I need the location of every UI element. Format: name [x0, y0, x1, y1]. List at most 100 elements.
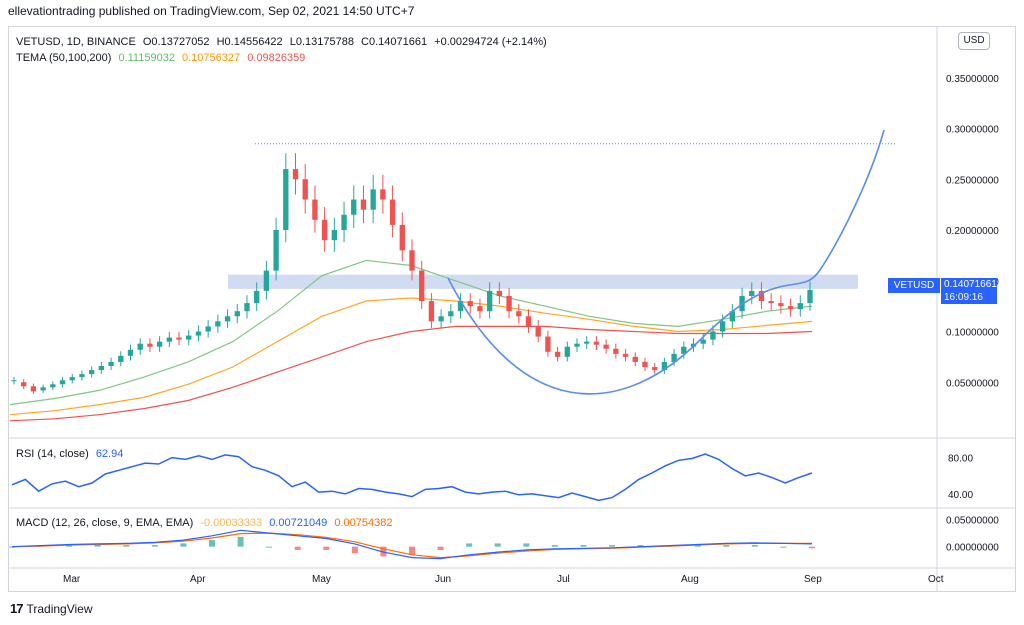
rsi-tick-label: 80.00 [948, 454, 973, 465]
macd-histogram-bar [466, 543, 473, 547]
rsi-label[interactable]: RSI (14, close) [16, 448, 89, 460]
candle-body [671, 353, 677, 362]
macd-line [11, 529, 813, 560]
macd-histogram-bar [694, 545, 701, 547]
legend-change: +0.00294724 (+2.14%) [434, 36, 547, 48]
candle-body [613, 348, 619, 354]
candle-body [205, 326, 211, 332]
candle-body [380, 189, 386, 200]
candle-body [389, 199, 396, 225]
candle-body [700, 339, 706, 344]
macd-signal-value: 0.00754382 [334, 517, 393, 529]
candle-body [787, 306, 794, 310]
macd-histogram-bar [180, 543, 187, 547]
candle-body [516, 311, 522, 317]
legend-macd: MACD (12, 26, close, 9, EMA, EMA) -0.000… [16, 517, 397, 529]
macd-histogram-bar [237, 536, 244, 547]
candle-body [710, 331, 716, 340]
candle-body [448, 311, 454, 317]
tema-long-value: 0.09826359 [247, 52, 306, 64]
resistance-zone [228, 274, 858, 289]
legend-main: VETUSD, 1D, BINANCE O0.13727052 H0.14556… [16, 36, 551, 48]
candle-body [409, 250, 415, 271]
macd-histogram-bar [294, 546, 301, 550]
bar-countdown: 16:09:16 [944, 292, 983, 303]
macd-tick-label: 0.05000000 [946, 515, 999, 526]
candle-body [98, 366, 105, 371]
candle-body [273, 230, 279, 271]
price-tick-label: 0.35000000 [946, 74, 999, 85]
candle-body [166, 337, 172, 342]
candle-body [457, 301, 464, 312]
time-tick-label: May [312, 574, 331, 585]
legend-rsi: RSI (14, close) 62.94 [16, 448, 127, 460]
candle-body [797, 303, 803, 310]
macd-histogram-bar [123, 545, 130, 547]
candle-body [758, 290, 765, 302]
candle-body [234, 311, 240, 317]
candle-body [603, 344, 609, 349]
time-tick-label: Oct [928, 574, 944, 585]
macd-histogram-bar [523, 543, 530, 547]
time-tick-label: Aug [681, 574, 699, 585]
candle-body [224, 316, 231, 322]
last-price-value: 0.14071661 [944, 279, 997, 290]
macd-histogram-bar [551, 545, 558, 547]
macd-histogram-bar [351, 546, 358, 554]
candle-body [807, 289, 813, 304]
candle-body [215, 321, 221, 327]
price-tick-label: 0.30000000 [946, 125, 999, 136]
macd-histogram-bar [780, 546, 787, 548]
footer-brand[interactable]: 17 TradingView [10, 601, 93, 616]
price-tick-label: 0.25000000 [946, 175, 999, 186]
last-price-tag: 0.14071661 16:09:16 [941, 278, 997, 304]
candle-body [50, 384, 56, 388]
candle-body [40, 387, 46, 391]
candle-body [283, 169, 289, 230]
macd-histogram-bar [437, 546, 444, 550]
candle-body [370, 189, 376, 210]
candle-body [545, 336, 551, 352]
tema-mid-line [9, 297, 813, 416]
candle-body [331, 230, 338, 241]
price-tick-label: 0.05000000 [946, 378, 999, 389]
candle-body [195, 331, 202, 336]
legend-symbol[interactable]: VETUSD, 1D, BINANCE [16, 36, 136, 48]
macd-histogram-bar [94, 545, 101, 547]
time-tick-label: Sep [804, 574, 822, 585]
candle-body [321, 219, 328, 241]
candle-body [768, 301, 774, 304]
legend-tema: TEMA (50,100,200) 0.11159032 0.10756327 … [16, 52, 309, 64]
candle-body [428, 301, 435, 322]
candle-body [525, 316, 532, 327]
rsi-value: 62.94 [95, 448, 124, 460]
time-tick-label: Apr [190, 574, 206, 585]
macd-label[interactable]: MACD (12, 26, close, 9, EMA, EMA) [16, 517, 194, 529]
candle-body [661, 361, 668, 371]
rsi-line [11, 453, 813, 502]
candle-body [477, 306, 483, 312]
candle-body [399, 224, 405, 251]
candle-body [438, 316, 444, 322]
candle-body [127, 349, 134, 356]
candle-body [360, 199, 367, 210]
candle-body [79, 374, 85, 378]
candle-body [719, 321, 726, 332]
candle-body [554, 351, 561, 357]
candle-body [652, 367, 658, 371]
time-tick-label: Jul [557, 574, 570, 585]
currency-button[interactable]: USD [958, 32, 990, 50]
candle-body [147, 343, 153, 347]
tradingview-logo-icon: 17 [10, 601, 24, 616]
macd-tick-label: 0.00000000 [946, 543, 999, 554]
candle-body [88, 370, 95, 375]
candle-body [419, 270, 425, 302]
macd-histogram-bar [323, 546, 330, 550]
tema-short-value: 0.11159032 [118, 52, 175, 64]
candle-body [506, 295, 512, 312]
macd-histogram-bar [209, 540, 215, 547]
candle-body [467, 301, 473, 307]
candle-body [642, 361, 648, 368]
tema-label[interactable]: TEMA (50,100,200) [16, 52, 112, 64]
